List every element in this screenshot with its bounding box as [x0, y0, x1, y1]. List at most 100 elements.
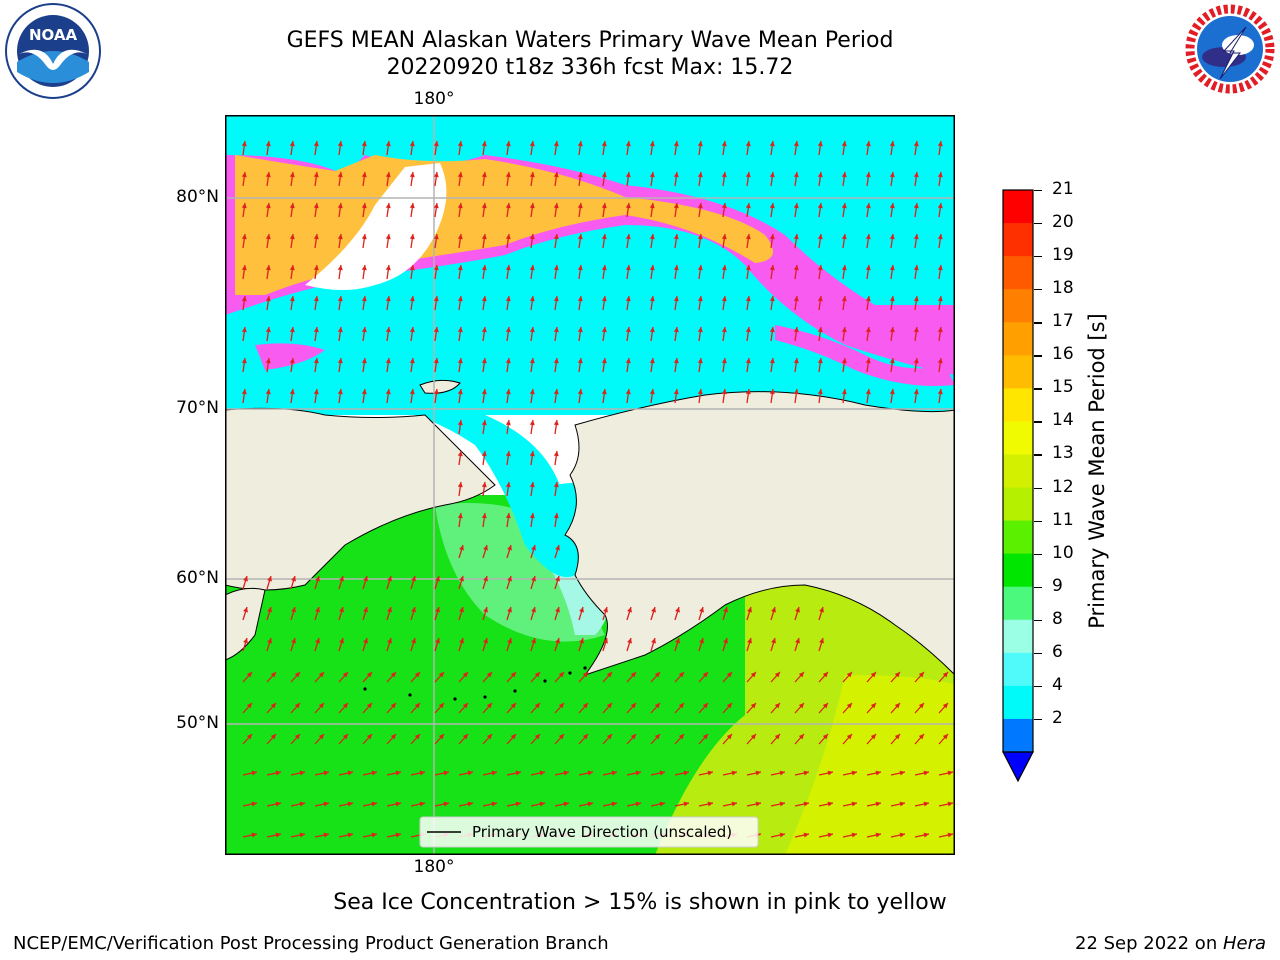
- wave-arrow-head: [414, 703, 420, 709]
- wave-arrow-head: [606, 672, 612, 678]
- ocean-shelf: [435, 503, 605, 642]
- wave-arrow-head: [745, 296, 751, 302]
- wave-arrow-head: [793, 358, 799, 364]
- colorbar-tick-label: 9: [1052, 575, 1063, 596]
- wave-arrow-head: [851, 832, 857, 838]
- wave-arrow-head: [745, 265, 751, 271]
- wave-arrow-head: [265, 389, 271, 395]
- wave-arrow-head: [827, 832, 833, 838]
- wave-arrow-head: [563, 770, 569, 776]
- wave-arrow-head: [267, 607, 272, 613]
- wave-arrow-head: [459, 576, 464, 582]
- wave-arrow-head: [803, 770, 809, 776]
- wave-arrow-head: [942, 672, 948, 678]
- wave-arrow-head: [339, 607, 344, 613]
- wave-arrow-head: [270, 672, 276, 678]
- colorbar-segment: [1003, 289, 1033, 323]
- wave-arrow-head: [841, 296, 847, 302]
- wave-arrow-head: [579, 638, 584, 644]
- wave-arrow-head: [899, 770, 905, 776]
- wave-arrow-head: [774, 672, 780, 678]
- wave-arrow-head: [510, 703, 516, 709]
- wave-arrow-head: [529, 327, 535, 333]
- wave-arrow-head: [702, 734, 708, 740]
- wave-arrow-head: [673, 358, 679, 364]
- wave-arrow-head: [385, 265, 391, 271]
- wave-arrow-head: [411, 576, 416, 582]
- wave-arrow-head: [505, 482, 511, 488]
- wave-arrow-head: [841, 327, 847, 333]
- wave-arrow-head: [289, 203, 295, 209]
- wave-arrow-head: [409, 265, 415, 271]
- wave-arrow-head: [315, 607, 320, 613]
- wave-arrow-head: [337, 141, 343, 147]
- page-subtitle: 20220920 t18z 336h fcst Max: 15.72: [386, 55, 794, 80]
- wave-arrow-head: [361, 389, 367, 395]
- wave-arrow-head: [870, 734, 876, 740]
- wave-arrow-head: [601, 265, 607, 271]
- colorbar-tick-mark: [1034, 421, 1042, 423]
- wave-arrow-head: [459, 607, 464, 613]
- colorbar-tick-label: 15: [1052, 377, 1074, 398]
- wave-arrow-head: [435, 607, 440, 613]
- wave-arrow-head: [577, 141, 583, 147]
- wave-arrow-head: [937, 141, 943, 147]
- wave-arrow-head: [553, 172, 559, 178]
- wave-arrow-head: [534, 672, 540, 678]
- wave-arrow-head: [673, 296, 679, 302]
- wave-arrow-head: [270, 734, 276, 740]
- wave-arrow-head: [342, 734, 348, 740]
- wave-arrow-head: [582, 703, 588, 709]
- wave-arrow-head: [481, 513, 487, 519]
- wave-arrow-head: [507, 638, 512, 644]
- wave-arrow-head: [481, 358, 487, 364]
- wave-arrow-head: [726, 672, 732, 678]
- wave-arrow-head: [457, 482, 463, 488]
- wave-arrow-head: [433, 358, 439, 364]
- wave-arrow-head: [289, 389, 295, 395]
- wave-arrow-head: [865, 141, 871, 147]
- wave-arrow-head: [505, 513, 511, 519]
- wave-direction-arrows: [241, 140, 954, 838]
- wave-arrow-head: [635, 801, 641, 807]
- lat-label-60: 60°N: [176, 568, 219, 588]
- wave-arrow-head: [673, 234, 679, 240]
- wave-arrow-head: [697, 141, 703, 147]
- wave-arrow-head: [747, 638, 752, 644]
- wave-arrow-head: [529, 141, 535, 147]
- wave-arrow-head: [267, 638, 272, 644]
- wave-arrow-head: [851, 801, 857, 807]
- wave-arrow-head: [699, 638, 704, 644]
- map-panel: Primary Wave Direction (unscaled): [225, 115, 955, 855]
- land-siberia: [225, 407, 496, 591]
- wave-arrow-head: [769, 234, 775, 240]
- wave-arrow-head: [361, 172, 367, 178]
- wave-arrow-head: [459, 545, 464, 551]
- wave-arrow-head: [625, 172, 631, 178]
- wave-arrow-head: [750, 734, 756, 740]
- wave-arrow-head: [409, 327, 415, 333]
- wave-arrow-head: [865, 296, 871, 302]
- date-text: 22 Sep 2022 on Hera: [1075, 933, 1266, 954]
- sea-ice-note: Sea Ice Concentration > 15% is shown in …: [333, 890, 947, 915]
- wave-arrow-head: [587, 801, 593, 807]
- wave-arrow-head: [702, 672, 708, 678]
- legend-label: Primary Wave Direction (unscaled): [472, 823, 732, 841]
- wave-arrow-head: [385, 203, 391, 209]
- wave-arrow-head: [366, 734, 372, 740]
- wave-arrow-head: [241, 234, 247, 240]
- colorbar-tick-mark: [1034, 553, 1042, 555]
- wave-arrow-head: [371, 832, 377, 838]
- wave-arrow-head: [481, 296, 487, 302]
- wave-arrow-head: [505, 296, 511, 302]
- wave-arrow-head: [486, 672, 492, 678]
- colorbar-tick-label: 19: [1052, 245, 1074, 266]
- wave-arrow-head: [587, 770, 593, 776]
- wave-arrow-head: [553, 265, 559, 271]
- wave-arrow-head: [337, 234, 343, 240]
- wave-arrow-head: [246, 734, 252, 740]
- colorbar-tick-label: 12: [1052, 476, 1074, 497]
- wave-arrow-head: [870, 672, 876, 678]
- wave-arrow-head: [529, 451, 535, 457]
- wave-arrow-head: [457, 234, 463, 240]
